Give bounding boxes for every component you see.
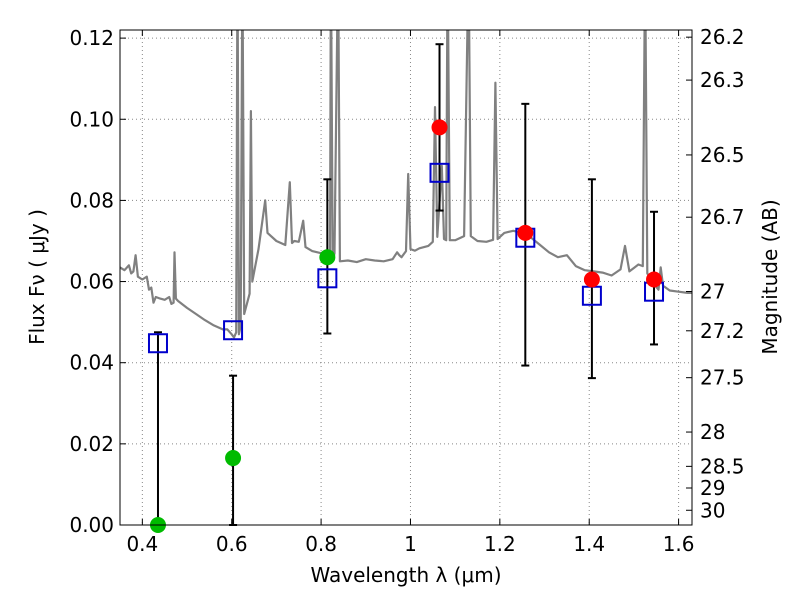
mag-tick-label: 26.3: [700, 68, 745, 92]
sed-model: [120, 30, 692, 339]
model-point-marker: [223, 320, 244, 341]
y-tick-label: 0.00: [69, 513, 114, 537]
y-axis-label: Flux Fν ( μJy ): [25, 209, 49, 345]
sed-model-line: [120, 30, 692, 339]
detection-point: [517, 224, 534, 241]
x-tick-label: 1.4: [573, 532, 605, 556]
y-tick-label: 0.06: [69, 270, 114, 294]
x-tick-label: 0.6: [216, 532, 248, 556]
x-tick-label: 1.6: [663, 532, 695, 556]
mag-tick-label: 26.2: [700, 25, 745, 49]
mag-tick-label: 26.5: [700, 143, 745, 167]
mag-tick-label: 27.2: [700, 319, 745, 343]
low-sn-point: [319, 249, 336, 266]
mag-tick-label: 28: [700, 420, 725, 444]
plot-frame: [119, 29, 693, 526]
y-tick-label: 0.10: [69, 107, 114, 131]
detection-point: [646, 271, 663, 288]
y-tick-label: 0.08: [69, 188, 114, 212]
y-tick-label: 0.04: [69, 351, 114, 375]
mag-tick-label: 27.5: [700, 366, 745, 390]
model-point-marker: [147, 333, 168, 354]
y2-axis-label: Magnitude (AB): [758, 199, 782, 354]
mag-tick-label: 26.7: [700, 205, 745, 229]
x-tick-label: 0.8: [305, 532, 337, 556]
model-points: [147, 162, 665, 354]
mag-tick-label: 29: [700, 476, 725, 500]
x-tick-label: 0.4: [126, 532, 158, 556]
model-point-marker: [317, 268, 338, 289]
y-tick-label: 0.12: [69, 26, 114, 50]
low-sn-point: [225, 450, 242, 467]
x-axis-label: Wavelength λ (μm): [310, 563, 501, 587]
mag-tick-label: 27: [700, 280, 725, 304]
detection-point: [583, 271, 600, 288]
x-tick-label: 1: [404, 532, 417, 556]
model-point-marker: [429, 162, 450, 183]
mag-tick-label: 28.5: [700, 454, 745, 478]
detection-point: [431, 119, 448, 136]
observed-points: [149, 119, 663, 533]
mag-tick-label: 30: [700, 498, 725, 522]
axis-ticks: 0.4 0.6 0.8 1 1.2 1.4 1.6 0.00 0.02 0.04 0.06 0.08 0…: [69, 25, 744, 556]
y-tick-label: 0.02: [69, 432, 114, 456]
x-tick-label: 1.2: [484, 532, 516, 556]
